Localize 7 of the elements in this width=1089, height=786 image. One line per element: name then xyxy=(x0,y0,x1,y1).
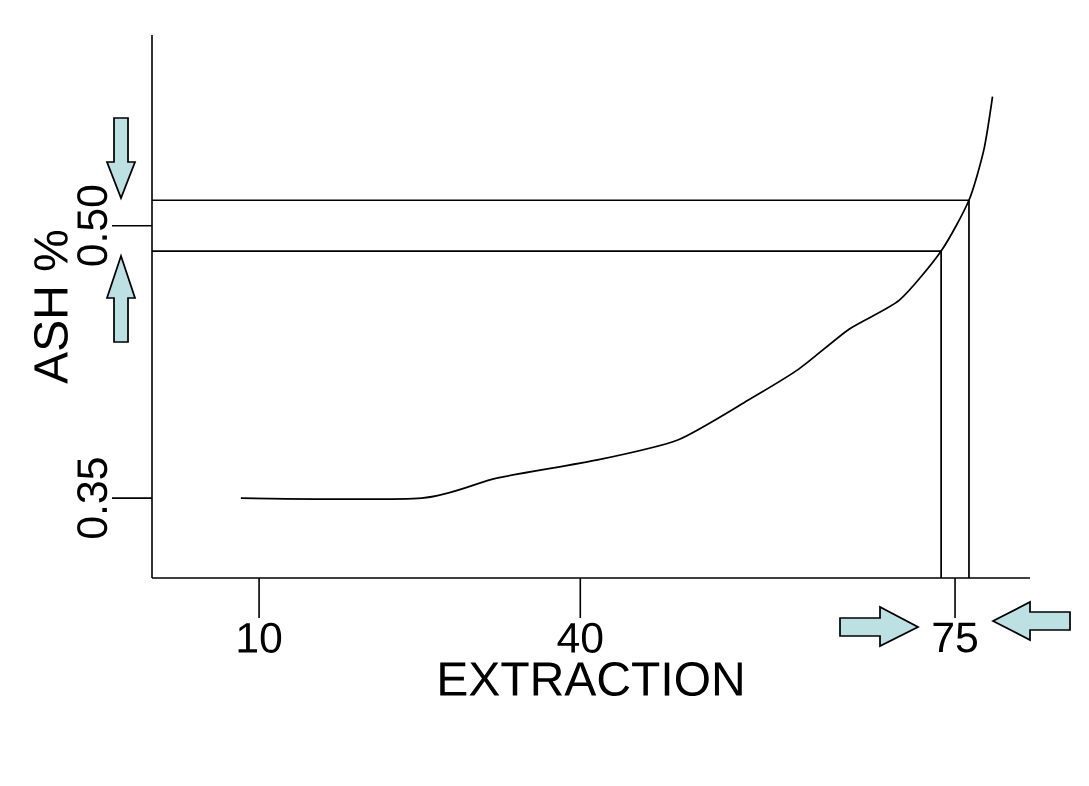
x-tick-label: 10 xyxy=(238,622,282,653)
x-tick-label: 40 xyxy=(557,622,603,653)
y-tick-label: 0.50 xyxy=(77,185,108,266)
y-tick-label: 0.35 xyxy=(77,458,108,538)
y-axis-title: ASH % xyxy=(33,230,68,384)
x-axis-title: EXTRACTION xyxy=(440,662,742,697)
x-tick-label: 75 xyxy=(933,622,977,653)
